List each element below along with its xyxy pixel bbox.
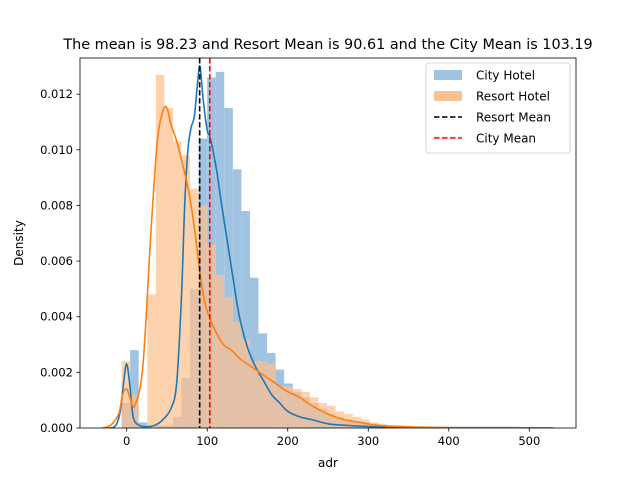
legend-box [425,62,571,154]
reference-lines-layer [198,58,211,428]
x-tick-label: 0 [123,434,130,448]
hist-bar-city [241,211,250,428]
y-axis: 0.000 0.002 0.004 0.006 0.008 0.010 0.012 [40,87,80,435]
hist-bar-resort [249,361,259,428]
hist-bar-resort [301,391,310,428]
y-axis-label: Density [12,220,26,266]
hist-bar-resort [326,405,336,428]
legend: City Hotel Resort Hotel Resort Mean City Me… [425,62,571,154]
plot-frame [79,57,577,429]
hist-bar-resort [181,155,191,428]
plot-area [79,57,577,429]
y-tick-label: 0.000 [40,421,73,435]
hist-bar-resort [164,108,173,428]
hist-bar-resort [284,386,293,428]
y-tick-label: 0.008 [40,198,73,212]
y-tick-label: 0.006 [40,254,73,268]
hist-bar-city [249,277,259,428]
hist-bar-city [232,169,242,428]
x-tick-label: 200 [277,434,299,448]
kde-curve-resort [102,105,554,428]
hist-bar-resort [147,294,156,428]
hist-bar-resort [121,361,131,428]
hist-bar-resort [224,297,233,428]
legend-swatch [434,91,462,101]
hist-bar-resort [335,411,345,428]
x-tick-label: 500 [518,434,540,448]
legend-label: City Mean [476,132,536,146]
hist-bar-city [224,108,233,428]
hist-bar-resort [232,322,242,428]
x-tick-label: 300 [357,434,379,448]
x-tick-label: 400 [438,434,460,448]
hist-bar-resort [130,394,139,428]
x-axis-label: adr [318,456,338,470]
legend-label: Resort Mean [476,111,551,125]
hist-bar-resort [241,338,250,428]
y-tick-label: 0.004 [40,310,73,324]
hist-bar-city [130,350,139,428]
x-tick-label: 100 [196,434,218,448]
y-tick-label: 0.012 [40,87,73,101]
y-tick-label: 0.010 [40,143,73,157]
hist-bar-resort [155,74,165,428]
legend-label: City Hotel [476,69,535,83]
hist-bar-resort [318,402,327,428]
legend-label: Resort Hotel [476,90,550,104]
hist-bar-resort [309,397,319,428]
chart-title: The mean is 98.23 and Resort Mean is 90.… [62,37,592,53]
legend-swatch [434,70,462,80]
hist-bar-resort [172,141,182,428]
hist-bar-city [215,71,225,428]
hist-bar-resort [198,205,208,428]
hist-bar-resort [215,274,225,428]
hist-bar-resort [190,188,199,428]
y-tick-label: 0.002 [40,365,73,379]
hist-bar-resort [292,389,302,428]
hist-bar-resort [275,386,285,428]
hist-bar-resort [267,364,276,428]
hist-bar-resort [207,244,216,428]
hist-bar-resort [258,361,268,428]
x-axis: 0 100 200 300 400 500 [123,428,540,448]
